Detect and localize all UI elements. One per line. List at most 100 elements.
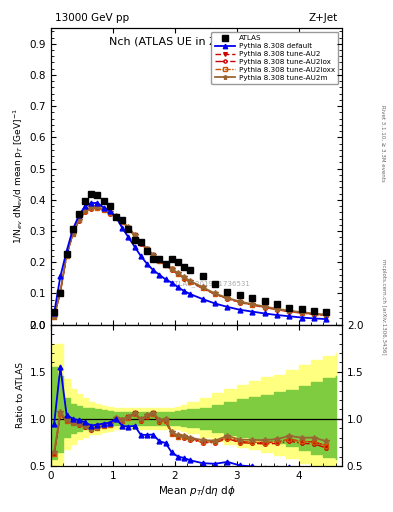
Pythia 8.308 tune-AU2lox: [64, 253, 69, 259]
Pythia 8.308 tune-AU2lox: [151, 253, 156, 259]
ATLAS: [182, 264, 187, 270]
ATLAS: [89, 190, 94, 197]
Pythia 8.308 tune-AU2lox: [157, 258, 162, 264]
Pythia 8.308 tune-AU2m: [95, 204, 100, 210]
Pythia 8.308 tune-AU2m: [299, 309, 304, 315]
ATLAS: [83, 198, 88, 204]
Pythia 8.308 tune-AU2m: [225, 295, 230, 301]
Pythia 8.308 tune-AU2m: [108, 209, 112, 216]
ATLAS: [163, 261, 168, 267]
Pythia 8.308 tune-AU2: [120, 219, 125, 225]
Pythia 8.308 tune-AU2lox: [213, 291, 217, 297]
ATLAS: [312, 308, 316, 314]
Pythia 8.308 tune-AU2loxx: [287, 308, 292, 314]
Pythia 8.308 tune-AU2m: [132, 232, 137, 238]
Pythia 8.308 tune-AU2lox: [52, 314, 57, 320]
ATLAS: [138, 239, 143, 245]
Text: Nch (ATLAS UE in Z production): Nch (ATLAS UE in Z production): [109, 37, 284, 47]
Pythia 8.308 tune-AU2lox: [95, 205, 100, 211]
ATLAS: [58, 290, 63, 296]
Y-axis label: Ratio to ATLAS: Ratio to ATLAS: [17, 362, 26, 429]
Pythia 8.308 tune-AU2m: [324, 312, 329, 318]
Pythia 8.308 tune-AU2: [250, 302, 255, 308]
Pythia 8.308 tune-AU2m: [101, 206, 106, 212]
ATLAS: [237, 292, 242, 298]
Pythia 8.308 default: [64, 248, 69, 254]
ATLAS: [287, 305, 292, 311]
Pythia 8.308 tune-AU2lox: [163, 262, 168, 268]
Pythia 8.308 tune-AU2loxx: [126, 225, 131, 231]
Pythia 8.308 default: [83, 203, 88, 209]
Pythia 8.308 tune-AU2: [138, 240, 143, 246]
Text: mcplots.cern.ch [arXiv:1306.3436]: mcplots.cern.ch [arXiv:1306.3436]: [381, 260, 386, 355]
Pythia 8.308 tune-AU2: [275, 306, 279, 312]
Pythia 8.308 tune-AU2: [64, 253, 69, 259]
Pythia 8.308 default: [101, 205, 106, 211]
Pythia 8.308 tune-AU2loxx: [101, 207, 106, 213]
Pythia 8.308 tune-AU2m: [169, 265, 174, 271]
Pythia 8.308 tune-AU2loxx: [262, 304, 267, 310]
Pythia 8.308 tune-AU2loxx: [120, 219, 125, 225]
Pythia 8.308 tune-AU2: [299, 310, 304, 316]
Pythia 8.308 default: [169, 280, 174, 286]
Y-axis label: 1/N$_{ev}$ dN$_{ev}$/d mean p$_T$ [GeV]$^{-1}$: 1/N$_{ev}$ dN$_{ev}$/d mean p$_T$ [GeV]$…: [11, 109, 26, 244]
Pythia 8.308 tune-AU2loxx: [114, 214, 118, 220]
Pythia 8.308 tune-AU2lox: [182, 275, 187, 282]
Pythia 8.308 tune-AU2lox: [312, 311, 316, 317]
Pythia 8.308 tune-AU2m: [176, 270, 180, 276]
Pythia 8.308 tune-AU2m: [138, 239, 143, 245]
ATLAS: [250, 295, 255, 301]
Pythia 8.308 tune-AU2m: [157, 257, 162, 263]
Pythia 8.308 tune-AU2loxx: [324, 312, 329, 318]
Pythia 8.308 tune-AU2loxx: [213, 291, 217, 297]
ATLAS: [95, 192, 100, 198]
Pythia 8.308 default: [262, 310, 267, 316]
Pythia 8.308 tune-AU2m: [163, 261, 168, 267]
Pythia 8.308 tune-AU2lox: [324, 313, 329, 319]
Pythia 8.308 tune-AU2lox: [126, 225, 131, 231]
Pythia 8.308 tune-AU2loxx: [52, 314, 57, 320]
Pythia 8.308 default: [250, 309, 255, 315]
Line: Pythia 8.308 tune-AU2m: Pythia 8.308 tune-AU2m: [51, 205, 329, 319]
Pythia 8.308 tune-AU2lox: [108, 210, 112, 217]
Pythia 8.308 tune-AU2: [163, 262, 168, 268]
Pythia 8.308 default: [163, 276, 168, 283]
Pythia 8.308 tune-AU2m: [250, 301, 255, 307]
Pythia 8.308 tune-AU2loxx: [169, 266, 174, 272]
ATLAS: [213, 281, 217, 287]
Pythia 8.308 default: [237, 307, 242, 313]
Pythia 8.308 tune-AU2: [58, 289, 63, 295]
Pythia 8.308 tune-AU2: [126, 225, 131, 231]
Pythia 8.308 tune-AU2m: [275, 306, 279, 312]
Pythia 8.308 tune-AU2lox: [176, 271, 180, 278]
Pythia 8.308 default: [58, 273, 63, 280]
Pythia 8.308 tune-AU2lox: [101, 207, 106, 214]
Pythia 8.308 tune-AU2loxx: [70, 231, 75, 237]
Pythia 8.308 tune-AU2loxx: [312, 311, 316, 317]
Pythia 8.308 tune-AU2m: [145, 245, 149, 251]
Pythia 8.308 tune-AU2lox: [275, 307, 279, 313]
Pythia 8.308 tune-AU2: [108, 210, 112, 216]
Pythia 8.308 default: [200, 296, 205, 302]
Line: Pythia 8.308 tune-AU2loxx: Pythia 8.308 tune-AU2loxx: [52, 206, 328, 318]
Line: Pythia 8.308 tune-AU2lox: Pythia 8.308 tune-AU2lox: [52, 206, 328, 318]
ATLAS: [114, 214, 118, 220]
Pythia 8.308 tune-AU2m: [114, 214, 118, 220]
Pythia 8.308 tune-AU2lox: [145, 247, 149, 253]
Pythia 8.308 default: [225, 304, 230, 310]
Pythia 8.308 tune-AU2m: [64, 252, 69, 259]
ATLAS: [77, 211, 81, 217]
Pythia 8.308 default: [132, 244, 137, 250]
Pythia 8.308 tune-AU2loxx: [151, 252, 156, 259]
Pythia 8.308 tune-AU2lox: [237, 300, 242, 306]
Pythia 8.308 tune-AU2lox: [262, 305, 267, 311]
Pythia 8.308 default: [89, 200, 94, 206]
Pythia 8.308 tune-AU2lox: [188, 279, 193, 285]
Pythia 8.308 tune-AU2: [324, 312, 329, 318]
Pythia 8.308 default: [176, 284, 180, 290]
Pythia 8.308 default: [77, 212, 81, 219]
Pythia 8.308 default: [70, 226, 75, 232]
Pythia 8.308 tune-AU2loxx: [163, 262, 168, 268]
Pythia 8.308 tune-AU2lox: [58, 289, 63, 295]
Pythia 8.308 tune-AU2lox: [114, 215, 118, 221]
